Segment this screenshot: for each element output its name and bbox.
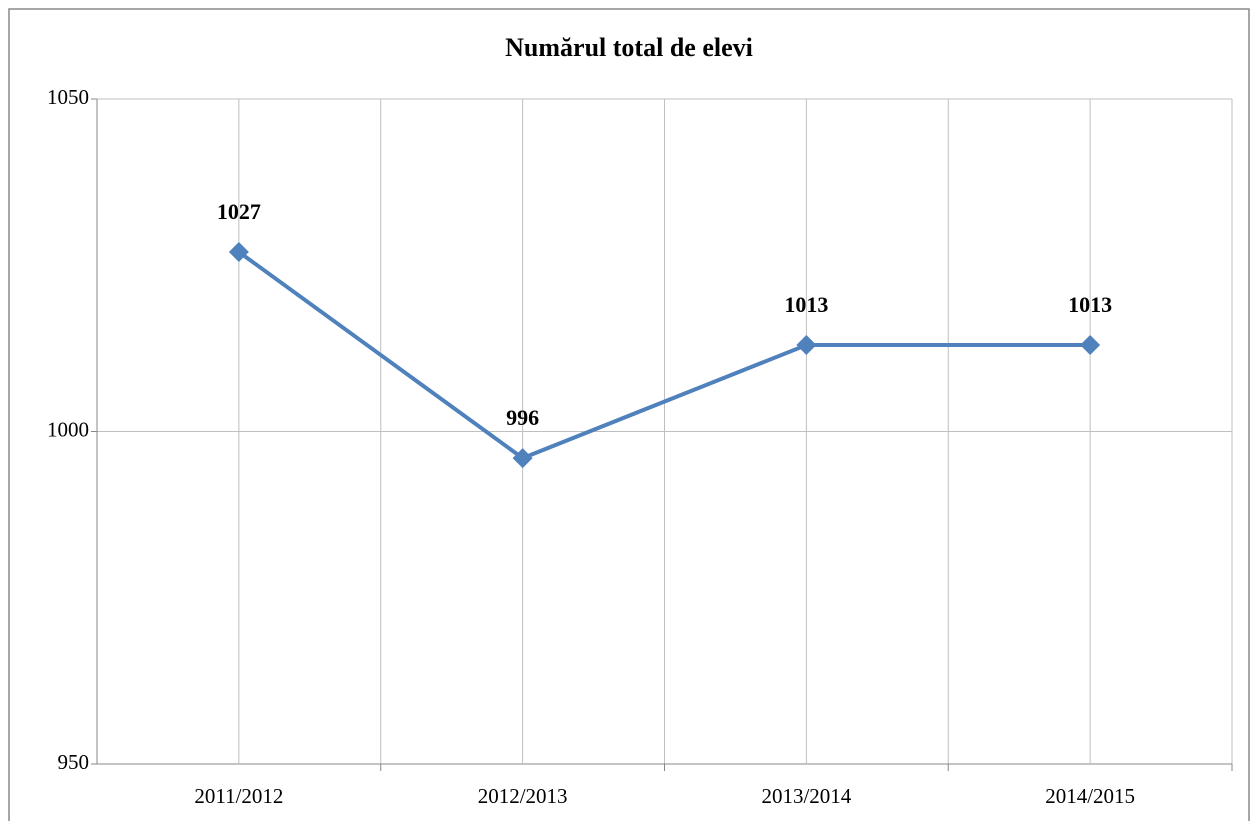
data-marker <box>512 448 533 469</box>
data-label: 996 <box>506 405 539 430</box>
data-label: 1013 <box>1068 292 1112 317</box>
data-line <box>237 250 1091 461</box>
data-marker <box>228 241 249 262</box>
y-tick-label: 1000 <box>47 417 89 441</box>
chart-title: Numărul total de elevi <box>505 33 753 62</box>
data-marker <box>796 335 817 356</box>
data-label: 1027 <box>217 199 261 224</box>
y-tick-label: 1050 <box>47 85 89 109</box>
y-tick-label: 950 <box>58 750 90 774</box>
x-tick-label: 2013/2014 <box>761 784 851 808</box>
x-tick-label: 2011/2012 <box>194 784 283 808</box>
data-marker <box>1080 335 1101 356</box>
x-tick-label: 2012/2013 <box>478 784 568 808</box>
x-tick-label: 2014/2015 <box>1045 784 1135 808</box>
data-label: 1013 <box>784 292 828 317</box>
